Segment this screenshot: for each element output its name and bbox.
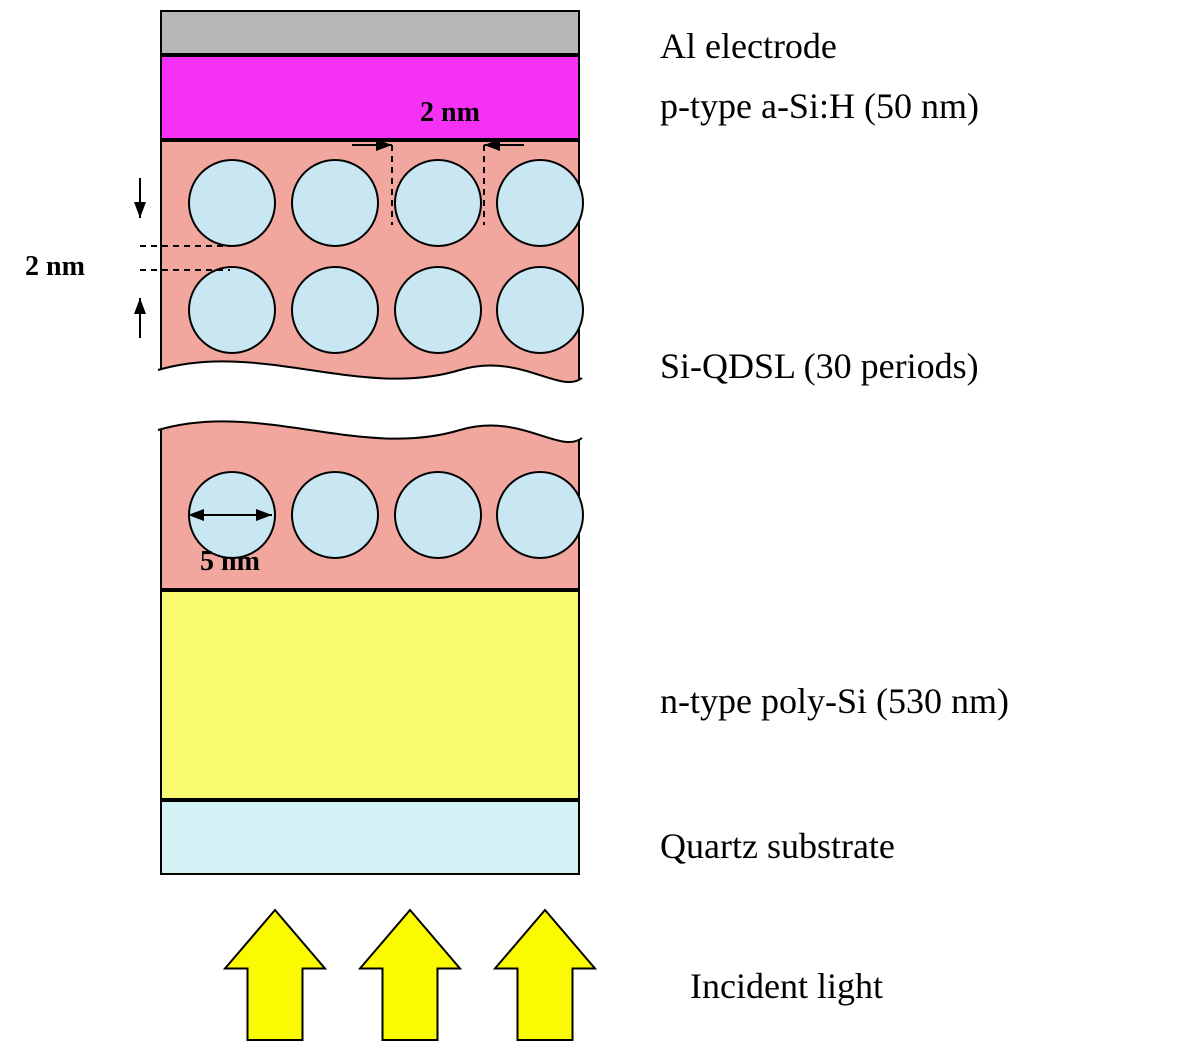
solar-cell-cross-section-diagram: Al electrode p-type a-Si:H (50 nm) Si-QD… [0, 0, 1200, 1055]
layer-qdsl [160, 140, 580, 590]
dimension-h-gap: 2 nm [420, 97, 480, 129]
dimension-v-gap: 2 nm [25, 251, 85, 283]
label-incident-light: Incident light [690, 965, 883, 1007]
layer-quartz-substrate [160, 800, 580, 875]
label-al-electrode: Al electrode [660, 25, 837, 67]
label-qdsl: Si-QDSL (30 periods) [660, 345, 979, 387]
layer-al-electrode [160, 10, 580, 55]
label-p-type-asi: p-type a-Si:H (50 nm) [660, 85, 979, 127]
incident-light-arrows [225, 910, 595, 1040]
dimension-diameter: 5 nm [200, 546, 260, 578]
label-quartz-substrate: Quartz substrate [660, 825, 895, 867]
layer-n-type-polysi [160, 590, 580, 800]
layer-p-type-asi [160, 55, 580, 140]
label-n-type-polysi: n-type poly-Si (530 nm) [660, 680, 1009, 722]
